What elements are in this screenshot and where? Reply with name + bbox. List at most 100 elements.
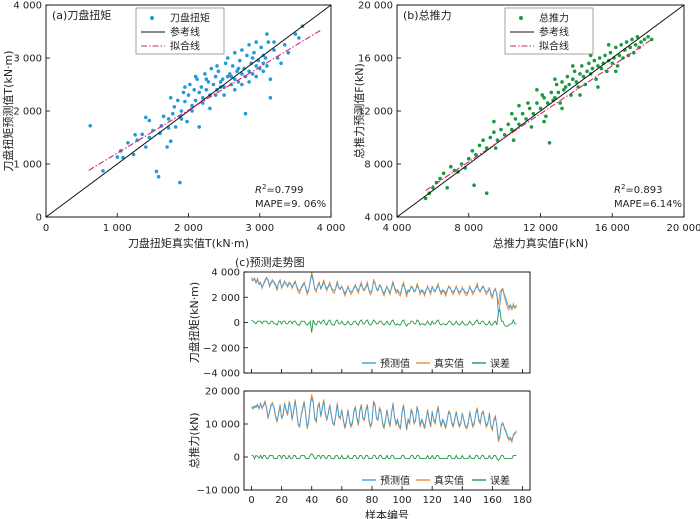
data-point (233, 77, 237, 81)
data-point (179, 109, 184, 113)
data-point (135, 138, 139, 142)
panel-c2: 0 20 40 60 80 100 120 140 160 180 −10 000 0 10 000 20… (187, 387, 532, 519)
data-point (493, 146, 498, 150)
y-tick-label: −2 000 (203, 343, 240, 354)
data-point (165, 145, 169, 149)
data-point (506, 122, 511, 127)
x-tick-label: 100 (393, 495, 412, 506)
data-point (220, 77, 225, 81)
data-point (229, 74, 234, 79)
data-point (254, 74, 258, 79)
x-tick-label: 0 (43, 223, 49, 234)
data-point (197, 125, 201, 129)
y-tick-label: 4 000 (13, 1, 42, 12)
x-tick-label: 4 000 (383, 223, 412, 234)
data-point (126, 141, 130, 145)
legend-label: 真实值 (434, 357, 464, 370)
y-tick-label: 20 000 (205, 387, 240, 398)
data-point (617, 53, 622, 58)
data-point (259, 45, 264, 50)
stat-r2: R2=0.893 (614, 183, 662, 196)
data-point (263, 56, 268, 60)
data-point (115, 155, 120, 159)
data-point (520, 111, 525, 116)
x-tick-label: 80 (366, 495, 379, 506)
series-line-error (251, 453, 517, 461)
legend-label: 预测值 (380, 474, 410, 487)
data-point (193, 74, 198, 79)
data-point (449, 164, 453, 169)
legend-label: 真实值 (434, 474, 464, 487)
data-point (266, 40, 271, 44)
data-point (179, 117, 184, 121)
y-tick-label: 20 000 (358, 1, 393, 12)
data-point (594, 77, 598, 81)
y-tick-label: 10 000 (205, 420, 240, 431)
data-point (549, 90, 554, 95)
data-point (511, 138, 516, 142)
data-point (635, 35, 640, 39)
reference-line (45, 4, 332, 218)
data-point (222, 85, 226, 89)
fit-line (88, 29, 321, 171)
data-point (599, 66, 604, 71)
y-tick-label: 0 (234, 318, 240, 329)
data-point (563, 85, 568, 89)
data-point (236, 66, 241, 71)
data-point (286, 50, 291, 55)
data-point (544, 114, 548, 119)
data-point (565, 74, 570, 79)
data-point (628, 45, 632, 50)
data-point (147, 135, 152, 140)
data-point (535, 101, 539, 105)
data-point (558, 101, 562, 105)
legend-marker-points (519, 16, 523, 20)
data-point (526, 101, 530, 105)
data-point (467, 156, 471, 161)
x-tick-label: 0 (248, 495, 254, 506)
y-tick-label: −10 000 (197, 486, 240, 497)
data-point (183, 85, 187, 89)
data-point (268, 77, 273, 81)
legend-marker-points (150, 16, 154, 20)
data-point (223, 61, 228, 66)
data-point (199, 85, 204, 89)
series-line-predicted (251, 274, 517, 315)
data-point (477, 143, 482, 148)
legend-label: 刀盘扭矩 (170, 12, 210, 25)
legend-box (504, 7, 594, 55)
data-point (166, 117, 171, 121)
data-point (254, 64, 258, 68)
data-point (596, 85, 600, 89)
data-point (204, 88, 209, 92)
y-tick-label: 0 (234, 453, 240, 464)
data-point (459, 162, 464, 166)
y-tick-label: 16 000 (358, 54, 393, 65)
data-point (144, 145, 148, 149)
data-point (243, 111, 248, 116)
x-tick-label: 3 000 (245, 223, 274, 234)
data-point (592, 58, 597, 63)
data-point (572, 69, 577, 74)
data-point (147, 118, 152, 123)
panel-label: (a)刀盘扭矩 (52, 8, 111, 22)
data-point (181, 90, 186, 95)
data-point (250, 56, 255, 60)
data-point (265, 64, 269, 68)
data-point (639, 40, 643, 44)
data-point (216, 69, 221, 74)
data-point (222, 93, 226, 97)
data-point (596, 64, 600, 68)
data-point (282, 43, 287, 47)
data-point (201, 96, 205, 100)
data-point (614, 45, 618, 50)
data-point (247, 69, 251, 74)
data-point (178, 180, 182, 185)
data-point (225, 56, 230, 60)
x-tick-label: 20 (275, 495, 288, 506)
data-point (540, 93, 545, 97)
legend-label: 误差 (490, 474, 510, 487)
data-point (261, 61, 266, 66)
x-tick-label: 16 000 (595, 223, 630, 234)
